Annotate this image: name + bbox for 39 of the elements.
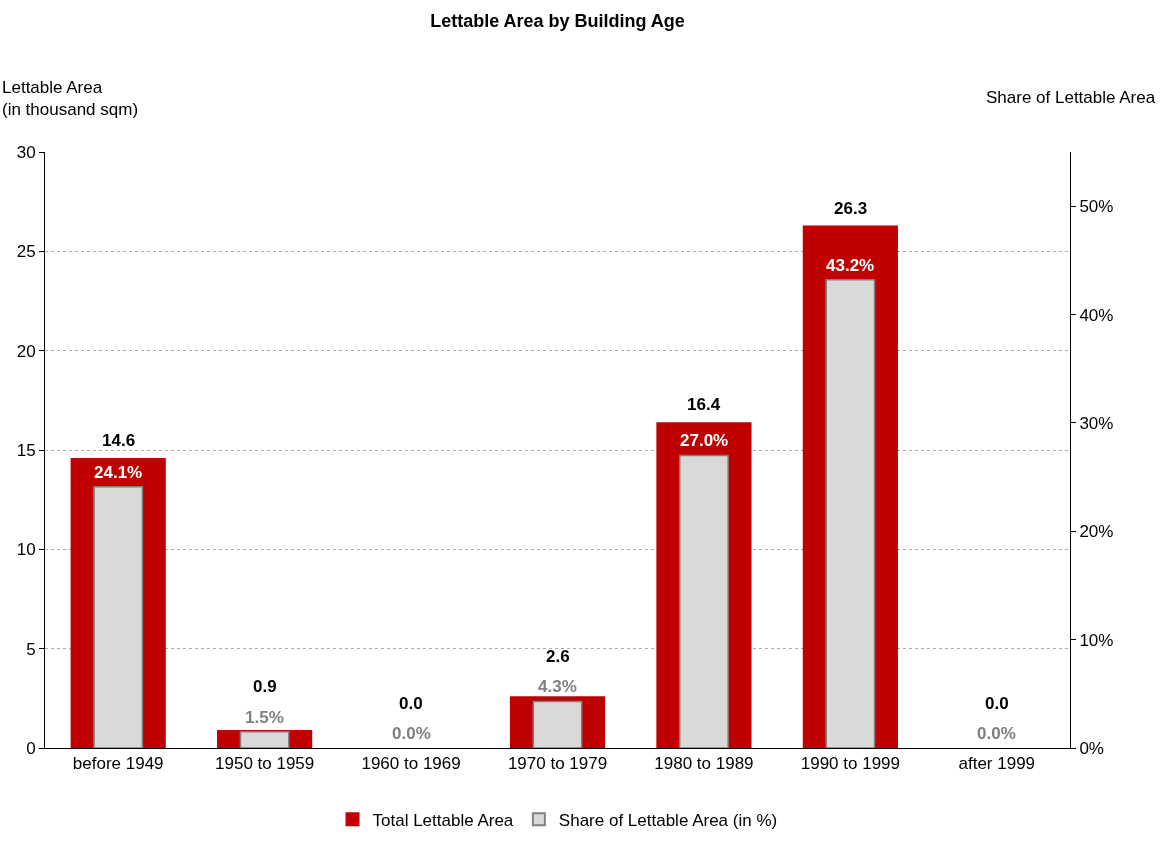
data-label: 27.0% [680,431,729,450]
y-tick-label: 25 [16,242,36,262]
x-tick-label: 1960 to 1969 [361,754,461,774]
data-label: 14.6 [102,431,136,450]
y2-tick-label: 0% [1079,738,1104,758]
data-label: 24.1% [94,463,143,482]
y2-tick-label: 30% [1079,413,1114,433]
data-label: 0.0 [399,694,423,713]
x-tick-label: 1990 to 1999 [800,754,900,774]
y-tick-label: 0 [26,738,36,758]
x-tick-label: 1970 to 1979 [507,754,608,774]
x-tick-label: 1980 to 1989 [654,754,754,774]
x-tick-label: 1950 to 1959 [215,754,315,774]
data-label: 0.0 [985,694,1009,713]
data-label: 0.0% [392,724,431,743]
data-label: 4.3% [538,677,577,696]
y-tick-label: 20 [16,341,36,361]
data-label: 0.9 [253,677,277,696]
chart-title: Lettable Area by Building Age [430,10,685,31]
data-label: 2.6 [546,647,570,666]
y-tick-label: 5 [26,639,36,659]
y2-axis-title: Share of Lettable Area [986,88,1156,107]
data-label: 1.5% [245,708,284,727]
legend-label: Share of Lettable Area (in %) [558,810,778,830]
data-label: 0.0% [977,724,1016,743]
y-tick-label: 30 [16,142,36,162]
x-tick-label: after 1999 [958,754,1036,774]
y2-tick-label: 20% [1079,522,1114,542]
y-tick-label: 15 [16,440,36,460]
y2-tick-label: 10% [1079,630,1114,650]
y-axis-title: Lettable Area (in thousand sqm) [2,78,139,120]
data-label: 26.3 [834,199,868,218]
legend-label: Total Lettable Area [372,810,514,830]
y-tick-label: 10 [16,540,36,560]
x-tick-label: before 1949 [72,754,164,774]
y2-tick-label: 50% [1079,197,1114,217]
data-label: 16.4 [687,395,721,414]
data-label: 43.2% [826,256,875,275]
y2-tick-label: 40% [1079,305,1114,325]
